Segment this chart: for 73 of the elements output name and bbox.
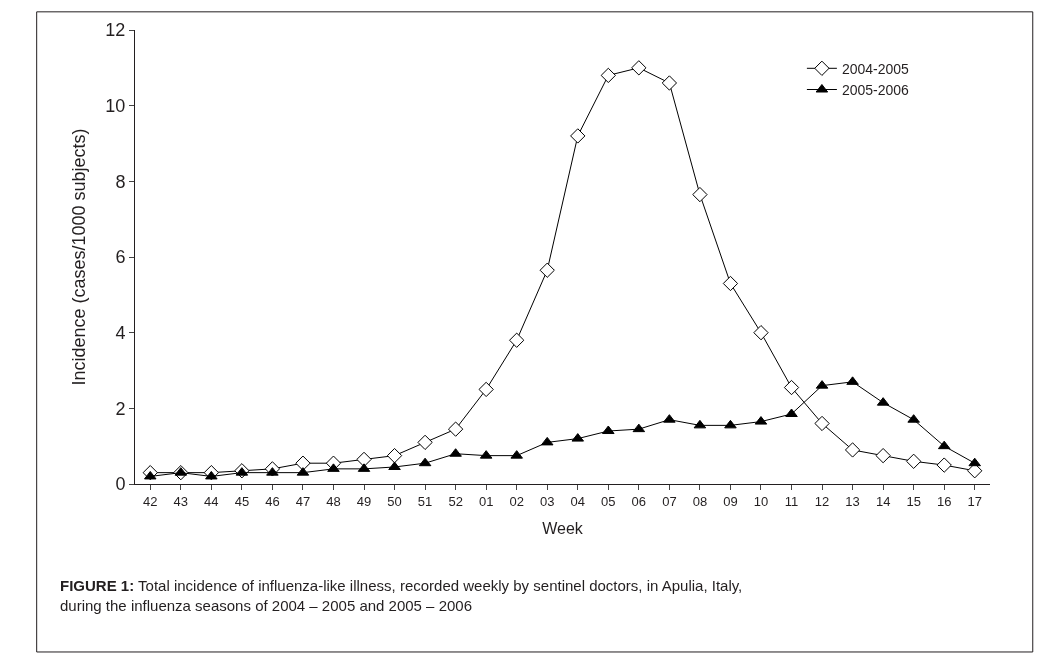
point [875, 447, 891, 464]
y-tick-label: 2 [115, 398, 126, 419]
x-tick-label: 04 [570, 493, 585, 509]
point [356, 451, 372, 468]
text: FIGURE 1: Total incidence of influenza-like illness, recorded weekly by sentinel doctors, in Apulia, Italy, during the influenza seasons of 2004 – 2005 and 2005 – 2006 [60, 577, 743, 614]
point [906, 453, 922, 469]
point [417, 434, 433, 451]
x-tick-label: 48 [326, 493, 341, 509]
point [570, 128, 586, 144]
x-tick-label: 17 [967, 493, 982, 509]
point [722, 275, 739, 292]
x-axis-title: Week [542, 520, 584, 538]
point [295, 455, 311, 471]
y-axis-title: Incidence (cases/1000 subjects) [68, 128, 89, 386]
x-tick-label: 50 [387, 493, 402, 509]
point [693, 419, 707, 429]
point [631, 60, 647, 76]
y-tick-label: 12 [105, 20, 126, 41]
point [968, 457, 981, 467]
point [783, 379, 800, 396]
point [785, 408, 798, 418]
point [509, 332, 525, 348]
point [478, 381, 494, 398]
point [724, 419, 737, 429]
point [937, 440, 951, 450]
x-tick-label: 03 [540, 493, 555, 509]
x-tick-label: 02 [509, 493, 524, 509]
point [753, 325, 769, 341]
x-tick-label: 52 [448, 493, 463, 509]
point [539, 262, 555, 278]
point [600, 67, 616, 84]
x-tick-label: 15 [906, 493, 921, 509]
x-tick-label: 10 [753, 493, 769, 509]
point [540, 436, 554, 446]
x-tick-label: 08 [692, 493, 708, 509]
y-tick-label: 6 [115, 247, 126, 268]
x-tick-label: 06 [631, 493, 647, 509]
x-tick-label: 42 [143, 493, 158, 509]
x-tick-label: 46 [265, 493, 280, 509]
y-tick-label: 10 [105, 95, 126, 116]
y-tick-label: 0 [115, 474, 126, 495]
point [386, 447, 403, 464]
point [418, 457, 432, 467]
x-tick-label: 11 [784, 493, 799, 509]
x-tick-label: 47 [295, 493, 311, 509]
point [967, 463, 983, 479]
x-tick-label: 05 [601, 493, 616, 509]
x-tick-label: 51 [417, 493, 433, 509]
point [844, 442, 861, 458]
legend-label: 2004-2005 [841, 60, 910, 77]
x-tick-label: 14 [875, 493, 891, 509]
x-tick-label: 09 [723, 493, 738, 509]
point [447, 421, 464, 437]
y-tick-label: 4 [115, 322, 126, 343]
x-tick-label: 44 [204, 493, 219, 509]
x-tick-label: 45 [234, 493, 250, 509]
x-tick-label: 12 [814, 493, 830, 509]
point [814, 415, 830, 432]
point [205, 470, 218, 480]
x-tick-label: 49 [356, 493, 372, 509]
legend-label: 2005-2006 [841, 81, 910, 98]
x-tick-label: 01 [478, 493, 494, 509]
x-tick-label: 43 [173, 493, 189, 509]
y-tick-label: 8 [115, 171, 126, 192]
x-tick-label: 07 [662, 493, 677, 509]
point [661, 75, 678, 91]
x-tick-label: 13 [845, 493, 860, 509]
point [632, 423, 646, 433]
point [936, 457, 952, 473]
point [692, 186, 708, 203]
x-tick-label: 16 [936, 493, 952, 509]
point [602, 425, 615, 435]
point [144, 470, 157, 480]
